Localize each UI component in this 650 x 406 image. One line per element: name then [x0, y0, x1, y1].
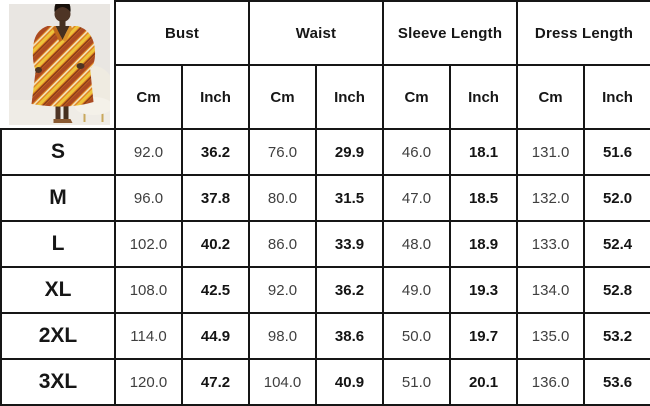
unit-header-bust-inch: Inch [180, 64, 251, 130]
table-row-size-l: L 102.0 40.2 86.0 33.9 48.0 18.9 133.0 5… [0, 220, 650, 268]
unit-header-waist-cm: Cm [248, 64, 318, 130]
sleeve-inch-value: 20.1 [449, 358, 519, 406]
sleeve-cm-value: 49.0 [382, 266, 452, 314]
column-group-dress-length: Dress Length [516, 0, 650, 66]
bust-inch-value: 44.9 [180, 312, 251, 360]
table-row-size-2xl: 2XL 114.0 44.9 98.0 38.6 50.0 19.7 135.0… [0, 312, 650, 360]
product-photo [9, 4, 110, 125]
unit-header-sleeve-cm: Cm [382, 64, 452, 130]
sleeve-cm-value: 47.0 [382, 174, 452, 222]
bust-inch-value: 47.2 [180, 358, 251, 406]
sleeve-cm-value: 51.0 [382, 358, 452, 406]
dress-inch-value: 53.6 [583, 358, 650, 406]
dress-inch-value: 53.2 [583, 312, 650, 360]
dress-cm-value: 131.0 [516, 128, 586, 176]
dress-inch-value: 52.4 [583, 220, 650, 268]
dress-cm-value: 136.0 [516, 358, 586, 406]
product-photo-cell [1, 1, 116, 130]
sleeve-inch-value: 18.9 [449, 220, 519, 268]
bust-cm-value: 120.0 [114, 358, 183, 406]
sleeve-cm-value: 50.0 [382, 312, 452, 360]
bust-inch-value: 37.8 [180, 174, 251, 222]
bust-inch-value: 42.5 [180, 266, 251, 314]
unit-header-dress-inch: Inch [583, 64, 650, 130]
dress-cm-value: 134.0 [516, 266, 586, 314]
waist-cm-value: 86.0 [248, 220, 318, 268]
bust-cm-value: 92.0 [114, 128, 183, 176]
bust-cm-value: 102.0 [114, 220, 183, 268]
waist-cm-value: 76.0 [248, 128, 318, 176]
dress-photo-illustration [9, 4, 110, 125]
column-group-sleeve-length: Sleeve Length [382, 0, 519, 66]
sleeve-inch-value: 19.3 [449, 266, 519, 314]
size-label: 2XL [0, 312, 116, 360]
waist-cm-value: 98.0 [248, 312, 318, 360]
waist-cm-value: 92.0 [248, 266, 318, 314]
bust-cm-value: 96.0 [114, 174, 183, 222]
waist-inch-value: 33.9 [315, 220, 385, 268]
column-group-bust: Bust [113, 0, 251, 66]
waist-inch-value: 40.9 [315, 358, 385, 406]
waist-cm-value: 104.0 [248, 358, 318, 406]
unit-header-sleeve-inch: Inch [449, 64, 519, 130]
bust-inch-value: 40.2 [180, 220, 251, 268]
dress-inch-value: 52.0 [583, 174, 650, 222]
table-row-size-3xl: 3XL 120.0 47.2 104.0 40.9 51.0 20.1 136.… [0, 358, 650, 406]
unit-header-bust-cm: Cm [114, 64, 183, 130]
dress-cm-value: 132.0 [516, 174, 586, 222]
waist-inch-value: 36.2 [315, 266, 385, 314]
dress-cm-value: 135.0 [516, 312, 586, 360]
unit-header-waist-inch: Inch [315, 64, 385, 130]
size-label: L [0, 220, 116, 268]
column-group-waist: Waist [248, 0, 385, 66]
size-label: XL [0, 266, 116, 314]
dress-inch-value: 52.8 [583, 266, 650, 314]
bust-cm-value: 114.0 [114, 312, 183, 360]
dress-cm-value: 133.0 [516, 220, 586, 268]
waist-cm-value: 80.0 [248, 174, 318, 222]
unit-header-dress-cm: Cm [516, 64, 586, 130]
waist-inch-value: 38.6 [315, 312, 385, 360]
sleeve-inch-value: 19.7 [449, 312, 519, 360]
table-row-size-m: M 96.0 37.8 80.0 31.5 47.0 18.5 132.0 52… [0, 174, 650, 222]
table-row-size-s: S 92.0 36.2 76.0 29.9 46.0 18.1 131.0 51… [0, 128, 650, 176]
sleeve-cm-value: 46.0 [382, 128, 452, 176]
sleeve-cm-value: 48.0 [382, 220, 452, 268]
size-label: S [0, 128, 116, 176]
waist-inch-value: 29.9 [315, 128, 385, 176]
waist-inch-value: 31.5 [315, 174, 385, 222]
size-label: M [0, 174, 116, 222]
sleeve-inch-value: 18.5 [449, 174, 519, 222]
sleeve-inch-value: 18.1 [449, 128, 519, 176]
bust-inch-value: 36.2 [180, 128, 251, 176]
dress-inch-value: 51.6 [583, 128, 650, 176]
size-label: 3XL [0, 358, 116, 406]
table-row-size-xl: XL 108.0 42.5 92.0 36.2 49.0 19.3 134.0 … [0, 266, 650, 314]
bust-cm-value: 108.0 [114, 266, 183, 314]
